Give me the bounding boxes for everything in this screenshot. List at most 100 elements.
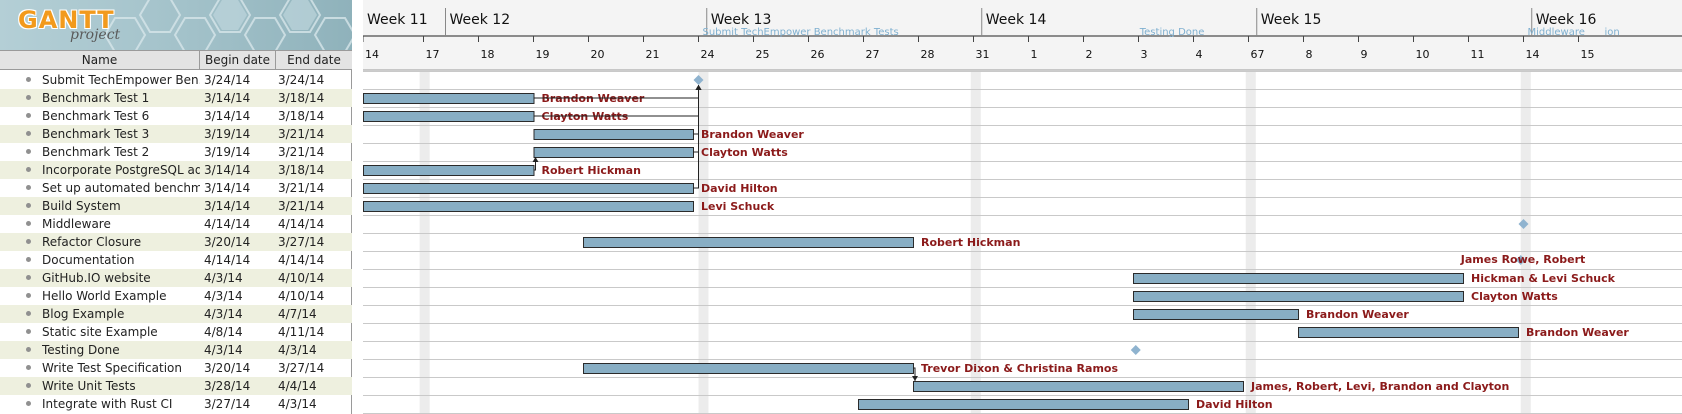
task-row[interactable]: Benchmark Test 6 3/14/14 3/18/14 — [0, 107, 352, 125]
task-end-date[interactable]: 3/21/14 — [278, 199, 325, 213]
task-name[interactable]: Benchmark Test 1 — [42, 91, 150, 105]
task-end-date[interactable]: 4/3/14 — [278, 343, 317, 357]
task-name[interactable]: Set up automated benchm... — [42, 181, 200, 195]
task-end-date[interactable]: 4/3/14 — [278, 397, 317, 411]
task-row[interactable]: Blog Example 4/3/14 4/7/14 — [0, 305, 352, 323]
task-name[interactable]: Write Test Specification — [42, 361, 182, 375]
task-end-date[interactable]: 3/24/14 — [278, 73, 325, 87]
task-row[interactable]: Write Test Specification 3/20/14 3/27/14 — [0, 359, 352, 377]
task-name[interactable]: Submit TechEmpower Ben... — [42, 73, 200, 87]
task-row[interactable]: Refactor Closure 3/20/14 3/27/14 — [0, 233, 352, 251]
task-name[interactable]: Testing Done — [42, 343, 120, 357]
task-end-date[interactable]: 3/27/14 — [278, 235, 325, 249]
task-begin-date[interactable]: 4/3/14 — [204, 271, 243, 285]
task-begin-date[interactable]: 3/19/14 — [204, 127, 251, 141]
task-begin-date[interactable]: 3/24/14 — [204, 73, 251, 87]
task-begin-date[interactable]: 3/20/14 — [204, 235, 251, 249]
gantt-chart[interactable]: Week 11 Week 12 Week 13 Week 14 Week 15 Week … — [363, 0, 1682, 414]
task-bar[interactable] — [1133, 273, 1464, 284]
milestone-marker[interactable] — [1515, 255, 1526, 265]
task-bar[interactable] — [1133, 309, 1299, 320]
task-name[interactable]: Benchmark Test 6 — [42, 109, 150, 123]
task-bar[interactable] — [913, 381, 1244, 392]
task-begin-date[interactable]: 3/14/14 — [204, 199, 251, 213]
task-begin-date[interactable]: 3/14/14 — [204, 181, 251, 195]
task-begin-date[interactable]: 4/3/14 — [204, 343, 243, 357]
task-bar[interactable] — [1133, 291, 1464, 302]
milestone-header-label[interactable]: Middleware — [1528, 27, 1585, 38]
task-bar[interactable] — [533, 147, 694, 158]
task-end-date[interactable]: 3/18/14 — [278, 91, 325, 105]
task-name[interactable]: Middleware — [42, 217, 111, 231]
task-row[interactable]: Write Unit Tests 3/28/14 4/4/14 — [0, 377, 352, 395]
task-begin-date[interactable]: 4/8/14 — [204, 325, 243, 339]
task-row[interactable]: Middleware 4/14/14 4/14/14 — [0, 215, 352, 233]
task-row[interactable]: Build System 3/14/14 3/21/14 — [0, 197, 352, 215]
task-end-date[interactable]: 4/7/14 — [278, 307, 317, 321]
task-row[interactable]: Incorporate PostgreSQL ad... 3/14/14 3/18/… — [0, 161, 352, 179]
task-end-date[interactable]: 3/21/14 — [278, 145, 325, 159]
task-name[interactable]: Static site Example — [42, 325, 158, 339]
task-row[interactable]: Submit TechEmpower Ben... 3/24/14 3/24/14 — [0, 71, 352, 89]
task-begin-date[interactable]: 3/14/14 — [204, 163, 251, 177]
task-row[interactable]: Testing Done 4/3/14 4/3/14 — [0, 341, 352, 359]
task-end-date[interactable]: 4/10/14 — [278, 289, 325, 303]
task-bar[interactable] — [363, 201, 694, 212]
task-row[interactable]: Benchmark Test 3 3/19/14 3/21/14 — [0, 125, 352, 143]
task-begin-date[interactable]: 3/27/14 — [204, 397, 251, 411]
task-row[interactable]: Hello World Example 4/3/14 4/10/14 — [0, 287, 352, 305]
task-name[interactable]: Integrate with Rust CI — [42, 397, 173, 411]
task-bar[interactable] — [363, 111, 535, 122]
task-name[interactable]: Blog Example — [42, 307, 125, 321]
task-name[interactable]: Benchmark Test 2 — [42, 145, 150, 159]
task-row[interactable]: Documentation 4/14/14 4/14/14 — [0, 251, 352, 269]
task-bar[interactable] — [363, 183, 694, 194]
task-bar[interactable] — [533, 129, 694, 140]
task-bar[interactable] — [1298, 327, 1519, 338]
task-begin-date[interactable]: 3/14/14 — [204, 109, 251, 123]
milestone-header-label[interactable]: Submit TechEmpower Benchmark Tests — [703, 27, 899, 38]
task-begin-date[interactable]: 3/28/14 — [204, 379, 251, 393]
milestone-header-label[interactable]: ion — [1605, 27, 1620, 38]
column-header-end-date[interactable]: End date — [287, 53, 341, 67]
task-row[interactable]: Benchmark Test 2 3/19/14 3/21/14 — [0, 143, 352, 161]
column-header-name[interactable]: Name — [0, 51, 200, 69]
milestone-marker[interactable] — [693, 75, 704, 85]
task-row[interactable]: GitHub.IO website 4/3/14 4/10/14 — [0, 269, 352, 287]
task-end-date[interactable]: 3/21/14 — [278, 127, 325, 141]
task-row[interactable]: Static site Example 4/8/14 4/11/14 — [0, 323, 352, 341]
milestone-marker[interactable] — [1130, 345, 1141, 355]
task-name[interactable]: Documentation — [42, 253, 135, 267]
task-begin-date[interactable]: 3/19/14 — [204, 145, 251, 159]
task-bar[interactable] — [363, 165, 535, 176]
task-begin-date[interactable]: 3/20/14 — [204, 361, 251, 375]
task-end-date[interactable]: 3/18/14 — [278, 163, 325, 177]
task-end-date[interactable]: 4/11/14 — [278, 325, 325, 339]
task-name[interactable]: Build System — [42, 199, 121, 213]
task-bar[interactable] — [583, 363, 914, 374]
task-bar[interactable] — [583, 237, 914, 248]
task-begin-date[interactable]: 4/3/14 — [204, 289, 243, 303]
task-end-date[interactable]: 3/27/14 — [278, 361, 325, 375]
task-name[interactable]: Hello World Example — [42, 289, 167, 303]
task-begin-date[interactable]: 3/14/14 — [204, 91, 251, 105]
task-row[interactable]: Benchmark Test 1 3/14/14 3/18/14 — [0, 89, 352, 107]
task-end-date[interactable]: 4/14/14 — [278, 217, 325, 231]
task-name[interactable]: Benchmark Test 3 — [42, 127, 150, 141]
task-name[interactable]: Refactor Closure — [42, 235, 142, 249]
task-name[interactable]: Write Unit Tests — [42, 379, 136, 393]
task-row[interactable]: Integrate with Rust CI 3/27/14 4/3/14 — [0, 395, 352, 413]
task-begin-date[interactable]: 4/3/14 — [204, 307, 243, 321]
task-end-date[interactable]: 3/21/14 — [278, 181, 325, 195]
column-header-begin-date[interactable]: Begin date — [200, 51, 276, 69]
task-end-date[interactable]: 4/4/14 — [278, 379, 317, 393]
task-row[interactable]: Set up automated benchm... 3/14/14 3/21/14 — [0, 179, 352, 197]
task-end-date[interactable]: 4/10/14 — [278, 271, 325, 285]
task-bar[interactable] — [363, 93, 535, 104]
task-bar[interactable] — [858, 399, 1189, 410]
task-begin-date[interactable]: 4/14/14 — [204, 253, 251, 267]
milestone-marker[interactable] — [1518, 219, 1529, 229]
task-end-date[interactable]: 3/18/14 — [278, 109, 325, 123]
task-name[interactable]: Incorporate PostgreSQL ad... — [42, 163, 200, 177]
task-end-date[interactable]: 4/14/14 — [278, 253, 325, 267]
